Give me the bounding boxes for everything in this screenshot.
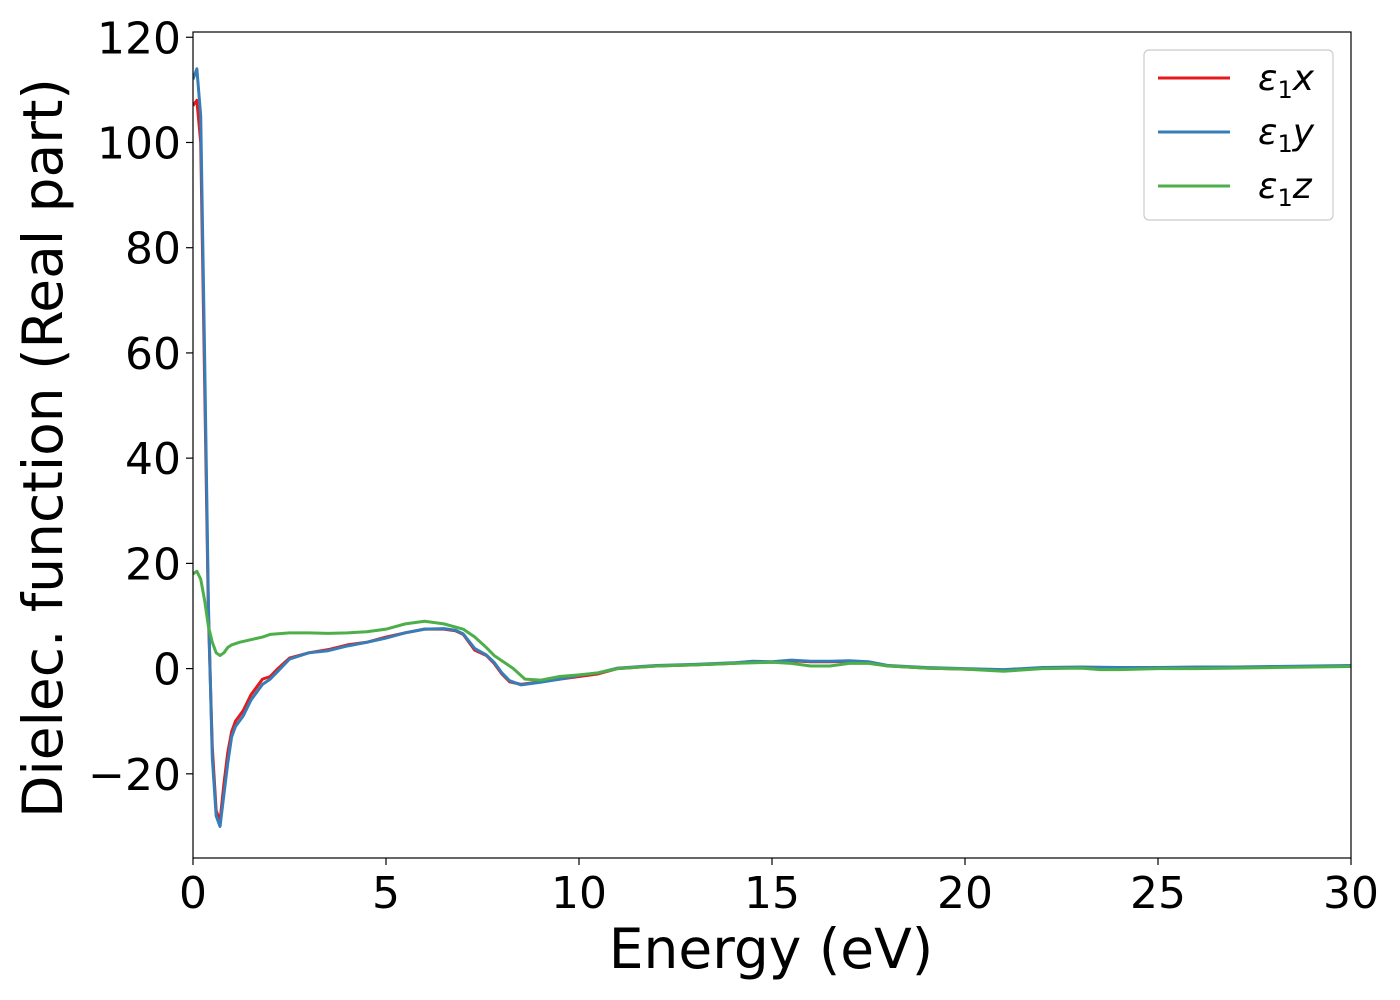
series-line-z xyxy=(193,571,1351,680)
x-tick-label: 10 xyxy=(551,868,607,919)
x-tick-label: 30 xyxy=(1323,868,1379,919)
x-tick-label: 20 xyxy=(937,868,993,919)
y-tick-label: 20 xyxy=(125,539,181,590)
y-tick-label: 40 xyxy=(125,434,181,485)
y-tick-label: 0 xyxy=(153,645,181,696)
x-tick-label: 0 xyxy=(179,868,207,919)
y-axis-ticks: −20 0 20 40 60 80 100 120 xyxy=(88,13,193,801)
x-tick-label: 25 xyxy=(1130,868,1186,919)
x-tick-label: 5 xyxy=(372,868,400,919)
y-tick-label: −20 xyxy=(88,750,181,801)
y-tick-label: 100 xyxy=(97,118,181,169)
y-tick-label: 60 xyxy=(125,329,181,380)
x-axis-ticks: 0 5 10 15 20 25 30 xyxy=(179,858,1379,919)
y-tick-label: 80 xyxy=(125,224,181,275)
x-tick-label: 15 xyxy=(744,868,800,919)
y-axis-label: Dielec. function (Real part) xyxy=(11,78,75,818)
y-tick-label: 120 xyxy=(97,13,181,64)
x-axis-label: Energy (eV) xyxy=(609,917,933,981)
